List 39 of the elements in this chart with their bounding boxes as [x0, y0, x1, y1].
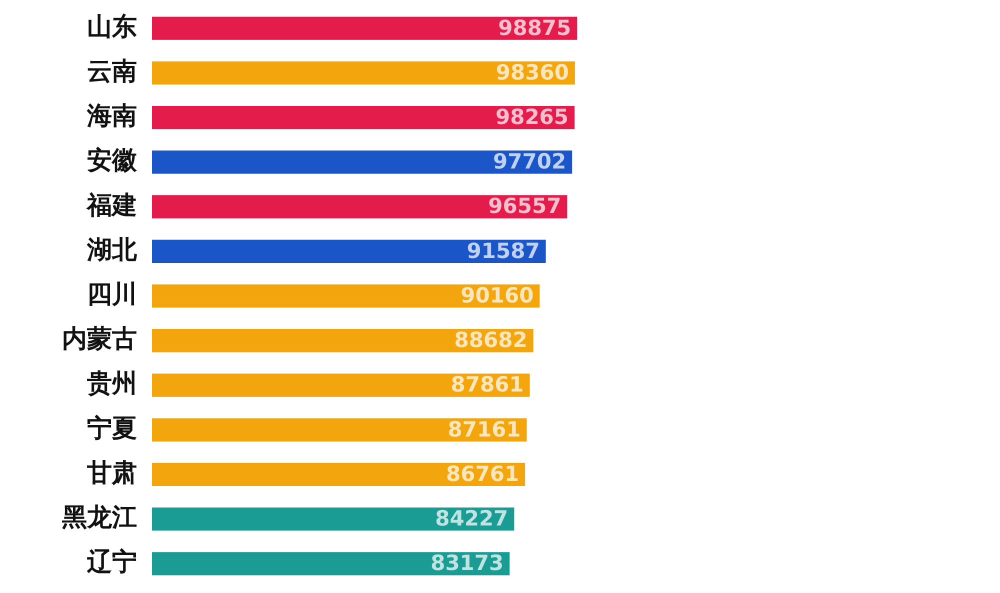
y-tick-label: 山东 [87, 12, 137, 41]
bar [152, 150, 572, 174]
y-tick-label: 黑龙江 [61, 502, 137, 532]
data-label: 98875 [498, 16, 572, 40]
data-label: 91587 [466, 238, 540, 263]
bar [152, 61, 575, 85]
data-label: 98360 [496, 60, 569, 84]
data-label: 98265 [495, 104, 569, 129]
bar [152, 418, 527, 442]
y-tick-label: 云南 [87, 56, 137, 86]
data-label: 87161 [448, 417, 521, 442]
data-label: 90160 [460, 283, 534, 308]
y-tick-label: 甘肃 [86, 458, 137, 487]
bar [152, 552, 510, 576]
y-tick-label: 海南 [86, 101, 137, 130]
data-label: 88682 [454, 328, 528, 352]
data-label: 96557 [488, 194, 562, 218]
bar [152, 374, 530, 397]
y-tick-label: 福建 [86, 190, 137, 220]
bar [152, 16, 578, 40]
data-label: 83173 [430, 551, 504, 576]
y-tick-label: 贵州 [86, 368, 137, 398]
y-tick-label: 安徽 [87, 146, 138, 175]
y-tick-label: 四川 [87, 280, 137, 308]
bar [152, 507, 514, 531]
y-tick-label: 湖北 [86, 234, 138, 264]
bar [152, 106, 575, 130]
data-label: 87861 [450, 372, 524, 397]
y-tick-label: 内蒙古 [62, 324, 137, 354]
y-tick-label: 辽宁 [86, 547, 137, 576]
data-label: 86761 [446, 462, 520, 486]
bar [152, 284, 540, 308]
bar [152, 462, 526, 486]
bar [152, 240, 546, 263]
y-tick-label: 宁夏 [87, 413, 137, 442]
bar [152, 329, 534, 352]
data-label: 97702 [493, 150, 566, 174]
data-label: 84227 [435, 506, 508, 531]
bar [152, 195, 568, 218]
